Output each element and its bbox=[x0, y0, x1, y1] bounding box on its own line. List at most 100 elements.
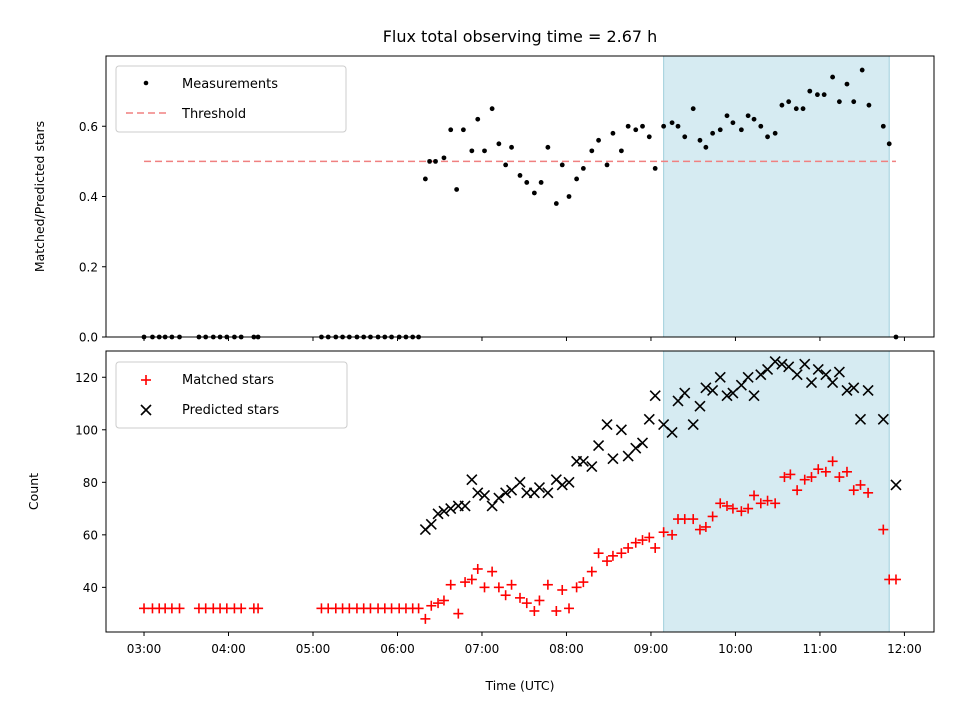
predicted-star-point bbox=[556, 479, 568, 491]
predicted-star-point bbox=[643, 413, 655, 425]
matched-star-point bbox=[534, 595, 545, 606]
predicted-star-point bbox=[890, 479, 902, 491]
predicted-star-point bbox=[593, 439, 605, 452]
matched-star-point bbox=[466, 574, 477, 585]
predicted-star-point bbox=[438, 505, 450, 517]
bottom-x-ticks: 03:00 04:00 05:00 06:00 07:00 08:00 09:00 10:00… bbox=[127, 632, 922, 656]
matched-star-point bbox=[650, 542, 661, 553]
predicted-star-point bbox=[799, 358, 811, 370]
top-y-axis-label: Matched/Predicted stars bbox=[32, 121, 47, 272]
legend-matched-label: Matched stars bbox=[182, 373, 274, 388]
measurement-point bbox=[844, 81, 850, 87]
matched-star-point bbox=[426, 600, 437, 611]
matched-star-point bbox=[743, 503, 754, 514]
predicted-star-points bbox=[419, 355, 902, 536]
legend-threshold-label: Threshold bbox=[181, 107, 246, 122]
predicted-star-point bbox=[694, 400, 706, 412]
measurement-point bbox=[633, 127, 639, 133]
bottom-y-tick-label: 100 bbox=[75, 423, 98, 437]
top-y-tick-label: 0.6 bbox=[79, 120, 98, 134]
matched-star-point bbox=[848, 485, 859, 496]
predicted-star-point bbox=[833, 366, 845, 378]
predicted-star-point bbox=[563, 476, 575, 488]
matched-star-point bbox=[506, 579, 517, 590]
measurement-point bbox=[589, 148, 595, 154]
predicted-star-point bbox=[714, 371, 726, 383]
measurement-point bbox=[859, 67, 865, 73]
matched-star-point bbox=[813, 464, 824, 475]
measurement-point bbox=[880, 123, 886, 129]
matched-star-point bbox=[878, 524, 889, 535]
legend-measurements-marker bbox=[143, 80, 149, 86]
bottom-x-tick-label: 06:00 bbox=[380, 642, 415, 656]
predicted-star-point bbox=[636, 437, 649, 449]
bottom-panel: 40 60 80 100 120 03:00 04:00 05:00 06:00 07:00 08… bbox=[26, 350, 935, 693]
matched-star-point bbox=[722, 500, 732, 511]
measurement-point bbox=[758, 123, 764, 129]
predicted-star-point bbox=[630, 442, 642, 454]
predicted-star-point bbox=[514, 476, 526, 488]
matched-star-points bbox=[139, 456, 901, 624]
matched-star-point bbox=[707, 511, 718, 522]
measurement-point bbox=[682, 134, 688, 140]
matched-star-point bbox=[607, 550, 618, 561]
matched-star-point bbox=[820, 466, 831, 477]
matched-star-point bbox=[658, 527, 669, 538]
measurement-point bbox=[509, 144, 514, 150]
bottom-y-axis-label: Count bbox=[26, 473, 41, 510]
measurement-point bbox=[786, 99, 792, 105]
measurement-point bbox=[751, 116, 757, 122]
measurement-point bbox=[738, 127, 744, 133]
matched-star-point bbox=[174, 603, 185, 614]
measurement-point bbox=[441, 155, 447, 161]
matched-star-point bbox=[749, 490, 760, 501]
measurement-point bbox=[545, 144, 551, 150]
measurement-point bbox=[553, 201, 559, 206]
measurement-point bbox=[710, 130, 716, 136]
predicted-star-point bbox=[721, 390, 733, 402]
predicted-star-point bbox=[841, 384, 853, 396]
matched-star-point bbox=[413, 603, 424, 614]
measurement-point bbox=[503, 162, 509, 168]
measurement-point bbox=[469, 148, 475, 154]
matched-star-point bbox=[667, 529, 678, 540]
matched-star-point bbox=[806, 472, 817, 483]
measurement-point bbox=[496, 141, 502, 147]
legend-predicted-marker bbox=[140, 404, 152, 416]
matched-star-point bbox=[679, 514, 690, 525]
bottom-x-tick-label: 07:00 bbox=[465, 642, 500, 656]
matched-star-point bbox=[445, 579, 456, 590]
bottom-y-tick-label: 80 bbox=[83, 476, 98, 490]
matched-star-point bbox=[779, 472, 790, 483]
measurement-point bbox=[454, 187, 460, 192]
top-x-ticks bbox=[143, 337, 905, 341]
measurement-point bbox=[566, 194, 572, 199]
measurement-point bbox=[690, 106, 696, 112]
predicted-star-point bbox=[500, 487, 512, 499]
matched-star-point bbox=[493, 582, 504, 593]
legend-matched-marker bbox=[141, 375, 151, 385]
predicted-star-point bbox=[791, 369, 803, 381]
observing-window-top bbox=[663, 55, 890, 338]
predicted-star-point bbox=[586, 460, 598, 473]
measurement-point bbox=[830, 74, 836, 80]
measurement-point bbox=[669, 120, 675, 126]
predicted-star-point bbox=[432, 508, 444, 520]
measurement-point bbox=[866, 102, 872, 108]
matched-star-point bbox=[736, 506, 747, 517]
predicted-star-point bbox=[742, 371, 754, 383]
measurement-point bbox=[661, 123, 667, 129]
matched-star-point bbox=[855, 479, 866, 490]
matched-star-point bbox=[715, 498, 726, 509]
matched-star-point bbox=[593, 548, 604, 559]
top-panel: 0.0 0.2 0.4 0.6 Matched/Predicted stars Mea… bbox=[32, 55, 935, 345]
measurement-point bbox=[793, 106, 799, 112]
measurement-point bbox=[517, 173, 523, 178]
measurement-point bbox=[604, 162, 610, 168]
matched-star-point bbox=[521, 598, 532, 609]
matched-star-point bbox=[644, 532, 655, 543]
measurement-point bbox=[580, 166, 586, 171]
measurement-point bbox=[574, 176, 580, 182]
predicted-star-point bbox=[776, 358, 788, 370]
matched-star-point bbox=[453, 608, 464, 619]
